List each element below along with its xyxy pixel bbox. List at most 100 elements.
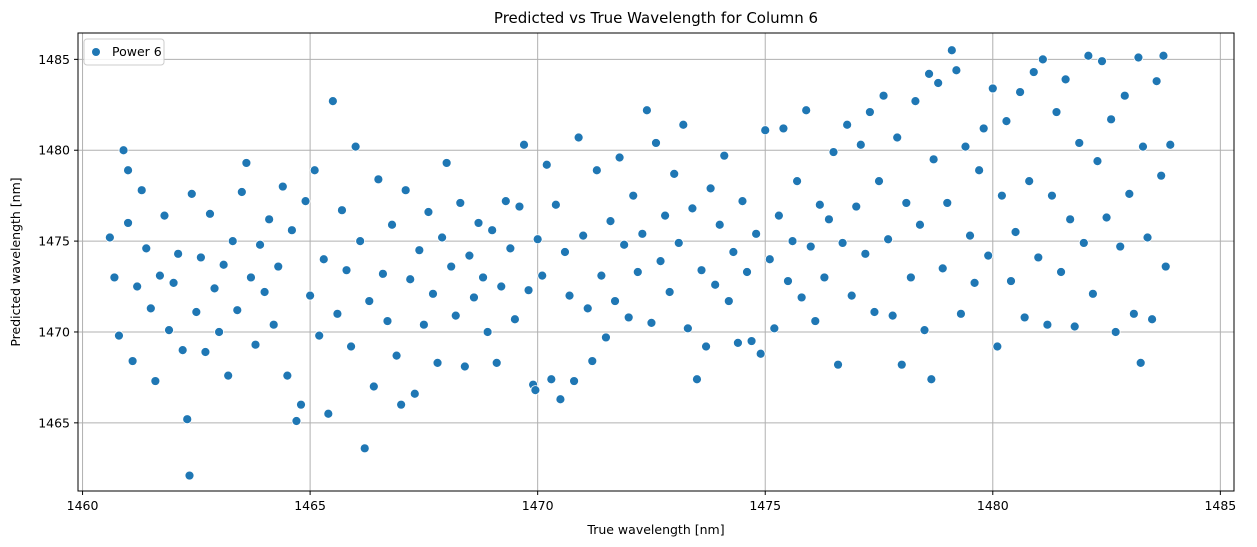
- y-tick-label: 1480: [38, 143, 70, 158]
- data-point: [814, 199, 825, 210]
- data-point: [141, 243, 152, 254]
- data-point: [441, 158, 452, 168]
- data-point: [300, 196, 311, 207]
- data-point: [491, 357, 502, 368]
- y-tick-label: 1485: [38, 52, 70, 67]
- data-point: [400, 185, 411, 196]
- data-point: [1056, 267, 1066, 277]
- data-point: [983, 250, 994, 261]
- data-point: [928, 154, 939, 165]
- y-axis: 1465 1470 1475 1480 1485: [38, 52, 78, 430]
- data-point: [150, 376, 161, 386]
- data-point: [1024, 176, 1035, 187]
- data-point: [728, 247, 739, 257]
- data-point: [532, 234, 543, 245]
- data-point: [560, 247, 570, 257]
- data-point: [184, 470, 195, 481]
- data-point: [946, 45, 957, 56]
- data-point: [755, 348, 766, 359]
- data-point: [974, 165, 985, 176]
- data-point: [601, 332, 611, 343]
- data-point: [773, 210, 784, 221]
- data-point: [910, 96, 921, 107]
- data-point: [236, 187, 247, 197]
- data-point: [287, 225, 297, 236]
- data-point: [942, 198, 953, 208]
- data-point: [214, 327, 224, 337]
- data-point: [118, 145, 129, 156]
- data-point: [177, 345, 188, 356]
- data-point: [1042, 319, 1053, 330]
- data-point: [104, 232, 115, 243]
- data-point: [678, 119, 689, 130]
- data-point: [469, 292, 479, 303]
- data-point: [364, 296, 375, 306]
- data-point: [232, 305, 243, 316]
- data-point: [664, 287, 675, 297]
- data-point: [628, 190, 639, 201]
- data-point: [227, 236, 238, 246]
- data-point: [705, 183, 716, 194]
- data-point: [956, 308, 966, 319]
- data-point: [660, 210, 671, 221]
- data-point: [865, 107, 875, 117]
- data-point: [905, 272, 916, 283]
- data-point: [1135, 357, 1146, 368]
- data-point: [874, 176, 884, 187]
- data-point: [277, 181, 288, 192]
- data-point: [646, 317, 657, 328]
- data-point: [373, 174, 384, 185]
- data-point: [1019, 312, 1030, 323]
- data-point: [915, 219, 925, 230]
- data-point: [655, 256, 666, 266]
- data-point: [1074, 138, 1085, 148]
- data-point: [191, 307, 202, 317]
- data-point: [896, 359, 907, 370]
- data-point: [428, 288, 438, 299]
- x-axis: 1460 1465 1470 1475 1480 1485: [67, 491, 1236, 513]
- data-point: [587, 356, 598, 366]
- chart-title: Predicted vs True Wavelength for Column …: [494, 9, 818, 27]
- x-axis-label: True wavelength [nm]: [586, 522, 724, 537]
- data-point: [1051, 107, 1062, 117]
- data-point: [487, 225, 498, 236]
- data-point: [164, 325, 174, 336]
- x-tick-label: 1465: [294, 498, 326, 513]
- data-point: [432, 357, 443, 368]
- data-point: [218, 259, 229, 270]
- grid: [78, 33, 1234, 491]
- data-point: [1010, 227, 1021, 237]
- data-point: [733, 337, 743, 348]
- data-point: [1083, 50, 1094, 61]
- data-point: [514, 201, 525, 212]
- data-point: [350, 141, 361, 152]
- plot-frame: [77, 32, 1235, 492]
- data-point: [186, 188, 197, 199]
- data-point: [341, 265, 352, 276]
- data-point: [145, 303, 156, 314]
- data-point: [719, 150, 730, 161]
- data-point: [723, 296, 734, 306]
- data-point: [555, 394, 566, 405]
- data-point: [951, 65, 962, 76]
- data-point: [337, 205, 347, 216]
- data-point: [632, 267, 643, 277]
- data-point: [423, 207, 434, 217]
- data-point: [1158, 50, 1169, 61]
- data-point: [992, 341, 1003, 352]
- data-point: [805, 241, 816, 252]
- data-point: [1160, 261, 1171, 272]
- data-point: [323, 408, 334, 419]
- legend: Power 6: [83, 38, 165, 66]
- data-point: [842, 119, 853, 130]
- data-point: [437, 232, 447, 243]
- data-point: [1128, 308, 1139, 319]
- data-point: [687, 203, 698, 214]
- data-point: [837, 238, 848, 248]
- data-point: [605, 216, 616, 227]
- data-point: [833, 359, 843, 370]
- data-point: [355, 236, 366, 246]
- data-point: [1142, 232, 1153, 243]
- data-point: [500, 196, 511, 207]
- data-point: [405, 274, 416, 285]
